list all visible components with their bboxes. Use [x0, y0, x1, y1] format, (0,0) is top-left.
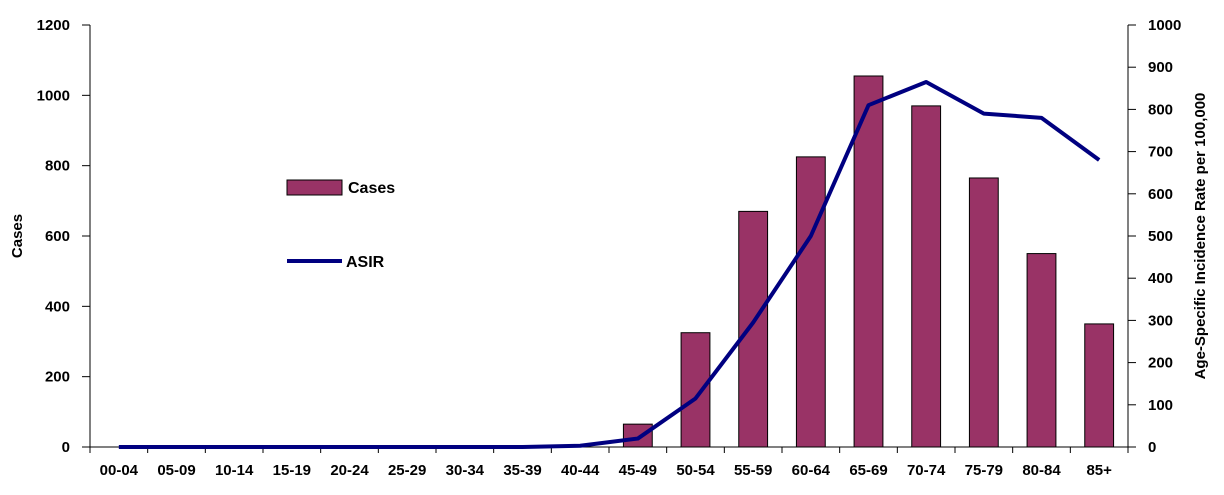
bar: [738, 210, 769, 448]
x-tick-label: 55-59: [734, 462, 772, 479]
left-axis-title: Cases: [9, 214, 26, 258]
bar: [795, 156, 826, 448]
x-tick-label: 35-39: [503, 462, 541, 479]
legend-cases-swatch: [286, 179, 343, 196]
x-tick-label: 75-79: [965, 462, 1003, 479]
x-tick-label: 50-54: [676, 462, 715, 479]
right-tick-label: 800: [1148, 101, 1173, 118]
right-tick-label: 400: [1148, 270, 1173, 287]
right-axis-title: Age-Specific Incidence Rate per 100,000: [1192, 93, 1209, 380]
left-tick-label: 1200: [37, 17, 70, 34]
right-tick-label: 700: [1148, 144, 1173, 161]
right-tick-label: 300: [1148, 312, 1173, 329]
x-tick-label: 25-29: [388, 462, 426, 479]
legend: Cases ASIR: [286, 179, 395, 271]
bar: [968, 177, 999, 448]
right-tick-label: 600: [1148, 186, 1173, 203]
x-tick-label: 80-84: [1022, 462, 1061, 479]
right-tick-label: 500: [1148, 228, 1173, 245]
x-tick-label: 30-34: [446, 462, 485, 479]
line-series-group: [118, 79, 1101, 449]
left-tick-label: 1000: [37, 87, 70, 104]
left-tick-label: 400: [45, 298, 70, 315]
x-tick-label: 40-44: [561, 462, 600, 479]
bar: [1026, 253, 1057, 448]
bar: [622, 423, 653, 448]
left-tick-label: 0: [62, 439, 70, 456]
legend-asir-label: ASIR: [346, 254, 385, 271]
right-tick-label: 100: [1148, 397, 1173, 414]
right-tick-label: 900: [1148, 59, 1173, 76]
right-tick-label: 1000: [1148, 17, 1181, 34]
x-tick-label: 65-69: [849, 462, 887, 479]
legend-cases-label: Cases: [348, 180, 395, 197]
x-tick-label: 00-04: [100, 462, 139, 479]
bar: [911, 105, 942, 448]
x-tick-label: 70-74: [907, 462, 946, 479]
asir-line: [118, 79, 1101, 449]
x-tick-label: 85+: [1086, 462, 1112, 479]
ticks-group: 0 200 400 600 800 1000 1200 0 100 200 300 400 500 600…: [37, 17, 1182, 479]
x-tick-label: 45-49: [619, 462, 657, 479]
x-tick-label: 05-09: [157, 462, 195, 479]
bar-series-group: [622, 75, 1115, 448]
x-tick-label: 10-14: [215, 462, 254, 479]
left-tick-label: 600: [45, 228, 70, 245]
bar: [680, 332, 711, 448]
right-tick-label: 200: [1148, 355, 1173, 372]
right-tick-label: 0: [1148, 439, 1156, 456]
left-tick-label: 800: [45, 158, 70, 175]
x-tick-label: 15-19: [273, 462, 311, 479]
left-tick-label: 200: [45, 369, 70, 386]
bar: [853, 75, 884, 448]
x-tick-label: 20-24: [330, 462, 369, 479]
x-tick-label: 60-64: [792, 462, 831, 479]
bar: [1084, 323, 1115, 448]
